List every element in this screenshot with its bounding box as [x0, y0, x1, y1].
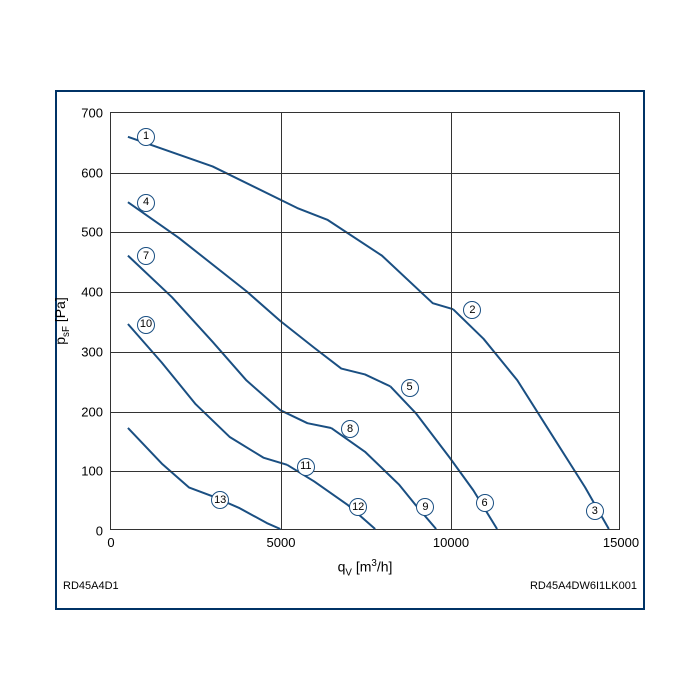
y-tick-label: 0 [96, 524, 103, 539]
y-tick-label: 100 [81, 464, 103, 479]
y-gridline [111, 292, 619, 293]
chart-svg [111, 113, 619, 529]
x-gridline [451, 113, 452, 529]
page-root: 0500010000150000100200300400500600700123… [0, 0, 700, 700]
y-gridline [111, 412, 619, 413]
plot-area: 0500010000150000100200300400500600700123… [110, 112, 620, 530]
series-line-11 [287, 465, 375, 529]
x-axis-label: qV [m3/h] [338, 558, 393, 578]
x-tick-label: 5000 [267, 535, 296, 550]
footer-left: RD45A4D1 [63, 580, 119, 592]
y-tick-label: 200 [81, 404, 103, 419]
y-gridline [111, 471, 619, 472]
y-gridline [111, 352, 619, 353]
y-tick-label: 700 [81, 106, 103, 121]
x-tick-label: 0 [107, 535, 114, 550]
y-tick-label: 600 [81, 165, 103, 180]
x-tick-label: 15000 [603, 535, 639, 550]
footer-right: RD45A4DW6I1LK001 [530, 580, 637, 592]
y-axis-label: psF [Pa] [52, 297, 72, 344]
series-line-7 [128, 256, 331, 428]
y-tick-label: 500 [81, 225, 103, 240]
y-gridline [111, 173, 619, 174]
x-gridline [281, 113, 282, 529]
series-line-4 [128, 202, 390, 386]
y-tick-label: 300 [81, 344, 103, 359]
y-gridline [111, 232, 619, 233]
series-line-13 [128, 428, 280, 529]
y-tick-label: 400 [81, 285, 103, 300]
series-line-5 [390, 386, 497, 529]
series-line-8 [331, 428, 436, 529]
series-line-1 [128, 137, 453, 309]
x-tick-label: 10000 [433, 535, 469, 550]
